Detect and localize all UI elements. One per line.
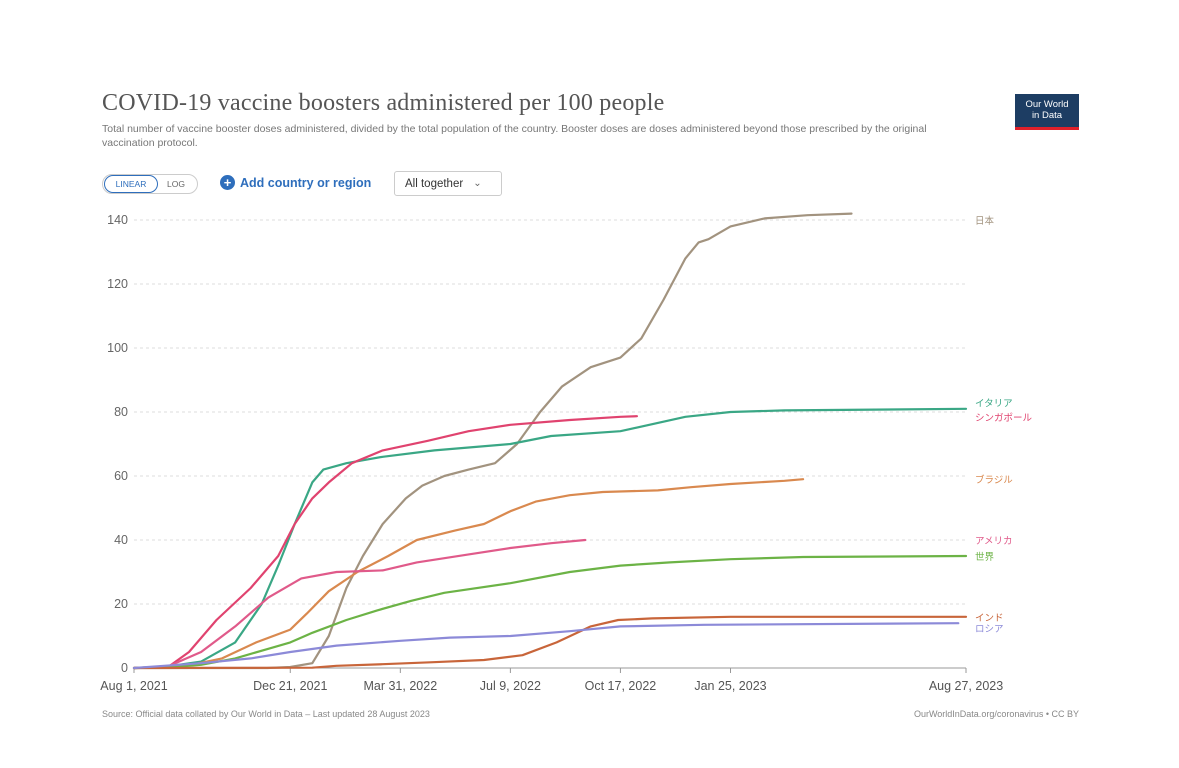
y-tick-label: 40: [114, 533, 128, 547]
y-tick-label: 120: [107, 277, 128, 291]
x-tick-label: Jul 9, 2022: [480, 679, 541, 693]
source-note: Source: Official data collated by Our Wo…: [102, 709, 430, 719]
series-line-5[interactable]: [132, 554, 968, 670]
series-label-0[interactable]: 日本: [975, 215, 995, 227]
series-line-1[interactable]: [132, 407, 968, 670]
y-tick-label: 20: [114, 597, 128, 611]
x-tick-label: Dec 21, 2021: [253, 679, 327, 693]
add-country-button[interactable]: + Add country or region: [220, 175, 371, 190]
y-tick-label: 0: [121, 661, 128, 675]
x-tick-label: Jan 25, 2023: [694, 679, 766, 693]
series-label-2[interactable]: シンガポール: [975, 413, 1033, 424]
y-tick-label: 60: [114, 469, 128, 483]
x-tick-label: Oct 17, 2022: [585, 679, 657, 693]
linear-scale-button[interactable]: LINEAR: [104, 175, 158, 193]
series-label-1[interactable]: イタリア: [975, 398, 1013, 409]
series-line-4[interactable]: [132, 538, 587, 670]
credit-link[interactable]: OurWorldInData.org/coronavirus • CC BY: [913, 709, 1079, 719]
series-lines: [132, 212, 968, 670]
series-line-6[interactable]: [132, 615, 968, 670]
chart-subtitle: Total number of vaccine booster doses ad…: [102, 123, 927, 149]
x-tick-label: Mar 31, 2022: [363, 679, 437, 693]
gridlines: [134, 219, 966, 605]
series-label-4[interactable]: アメリカ: [975, 536, 1013, 547]
facet-dropdown[interactable]: All together ⌄: [394, 171, 502, 196]
series-line-2[interactable]: [132, 415, 638, 670]
x-tick-label: Aug 1, 2021: [100, 679, 167, 693]
scale-toggle: LINEAR LOG: [102, 174, 198, 194]
y-tick-label: 140: [107, 213, 128, 227]
chart-title: COVID-19 vaccine boosters administered p…: [102, 90, 665, 116]
y-tick-label: 80: [114, 405, 128, 419]
x-tick-label: Aug 27, 2023: [929, 679, 1003, 693]
series-label-5[interactable]: 世界: [975, 551, 995, 563]
series-line-0[interactable]: [132, 212, 853, 670]
facet-dropdown-value: All together: [405, 177, 464, 190]
series-line-3[interactable]: [132, 478, 805, 670]
add-country-label: Add country or region: [240, 175, 372, 190]
log-scale-button[interactable]: LOG: [167, 179, 185, 189]
chevron-down-icon: ⌄: [473, 178, 482, 189]
y-tick-label: 100: [107, 341, 128, 355]
x-axis: Aug 1, 2021 Dec 21, 2021 Mar 31, 2022 Jul 9…: [100, 667, 1003, 693]
plus-circle-icon: +: [220, 175, 235, 190]
series-label-7[interactable]: ロシア: [975, 624, 1004, 635]
series-label-6[interactable]: インド: [975, 613, 1004, 624]
series-line-7[interactable]: [132, 622, 960, 670]
owid-logo[interactable]: Our World in Data: [1015, 94, 1079, 130]
series-label-3[interactable]: ブラジル: [975, 474, 1013, 486]
logo-line-1: Our World: [1025, 99, 1069, 110]
y-axis-ticks: 0 20 40 60 80 100 120 140: [107, 213, 128, 675]
logo-line-2: in Data: [1031, 110, 1063, 121]
